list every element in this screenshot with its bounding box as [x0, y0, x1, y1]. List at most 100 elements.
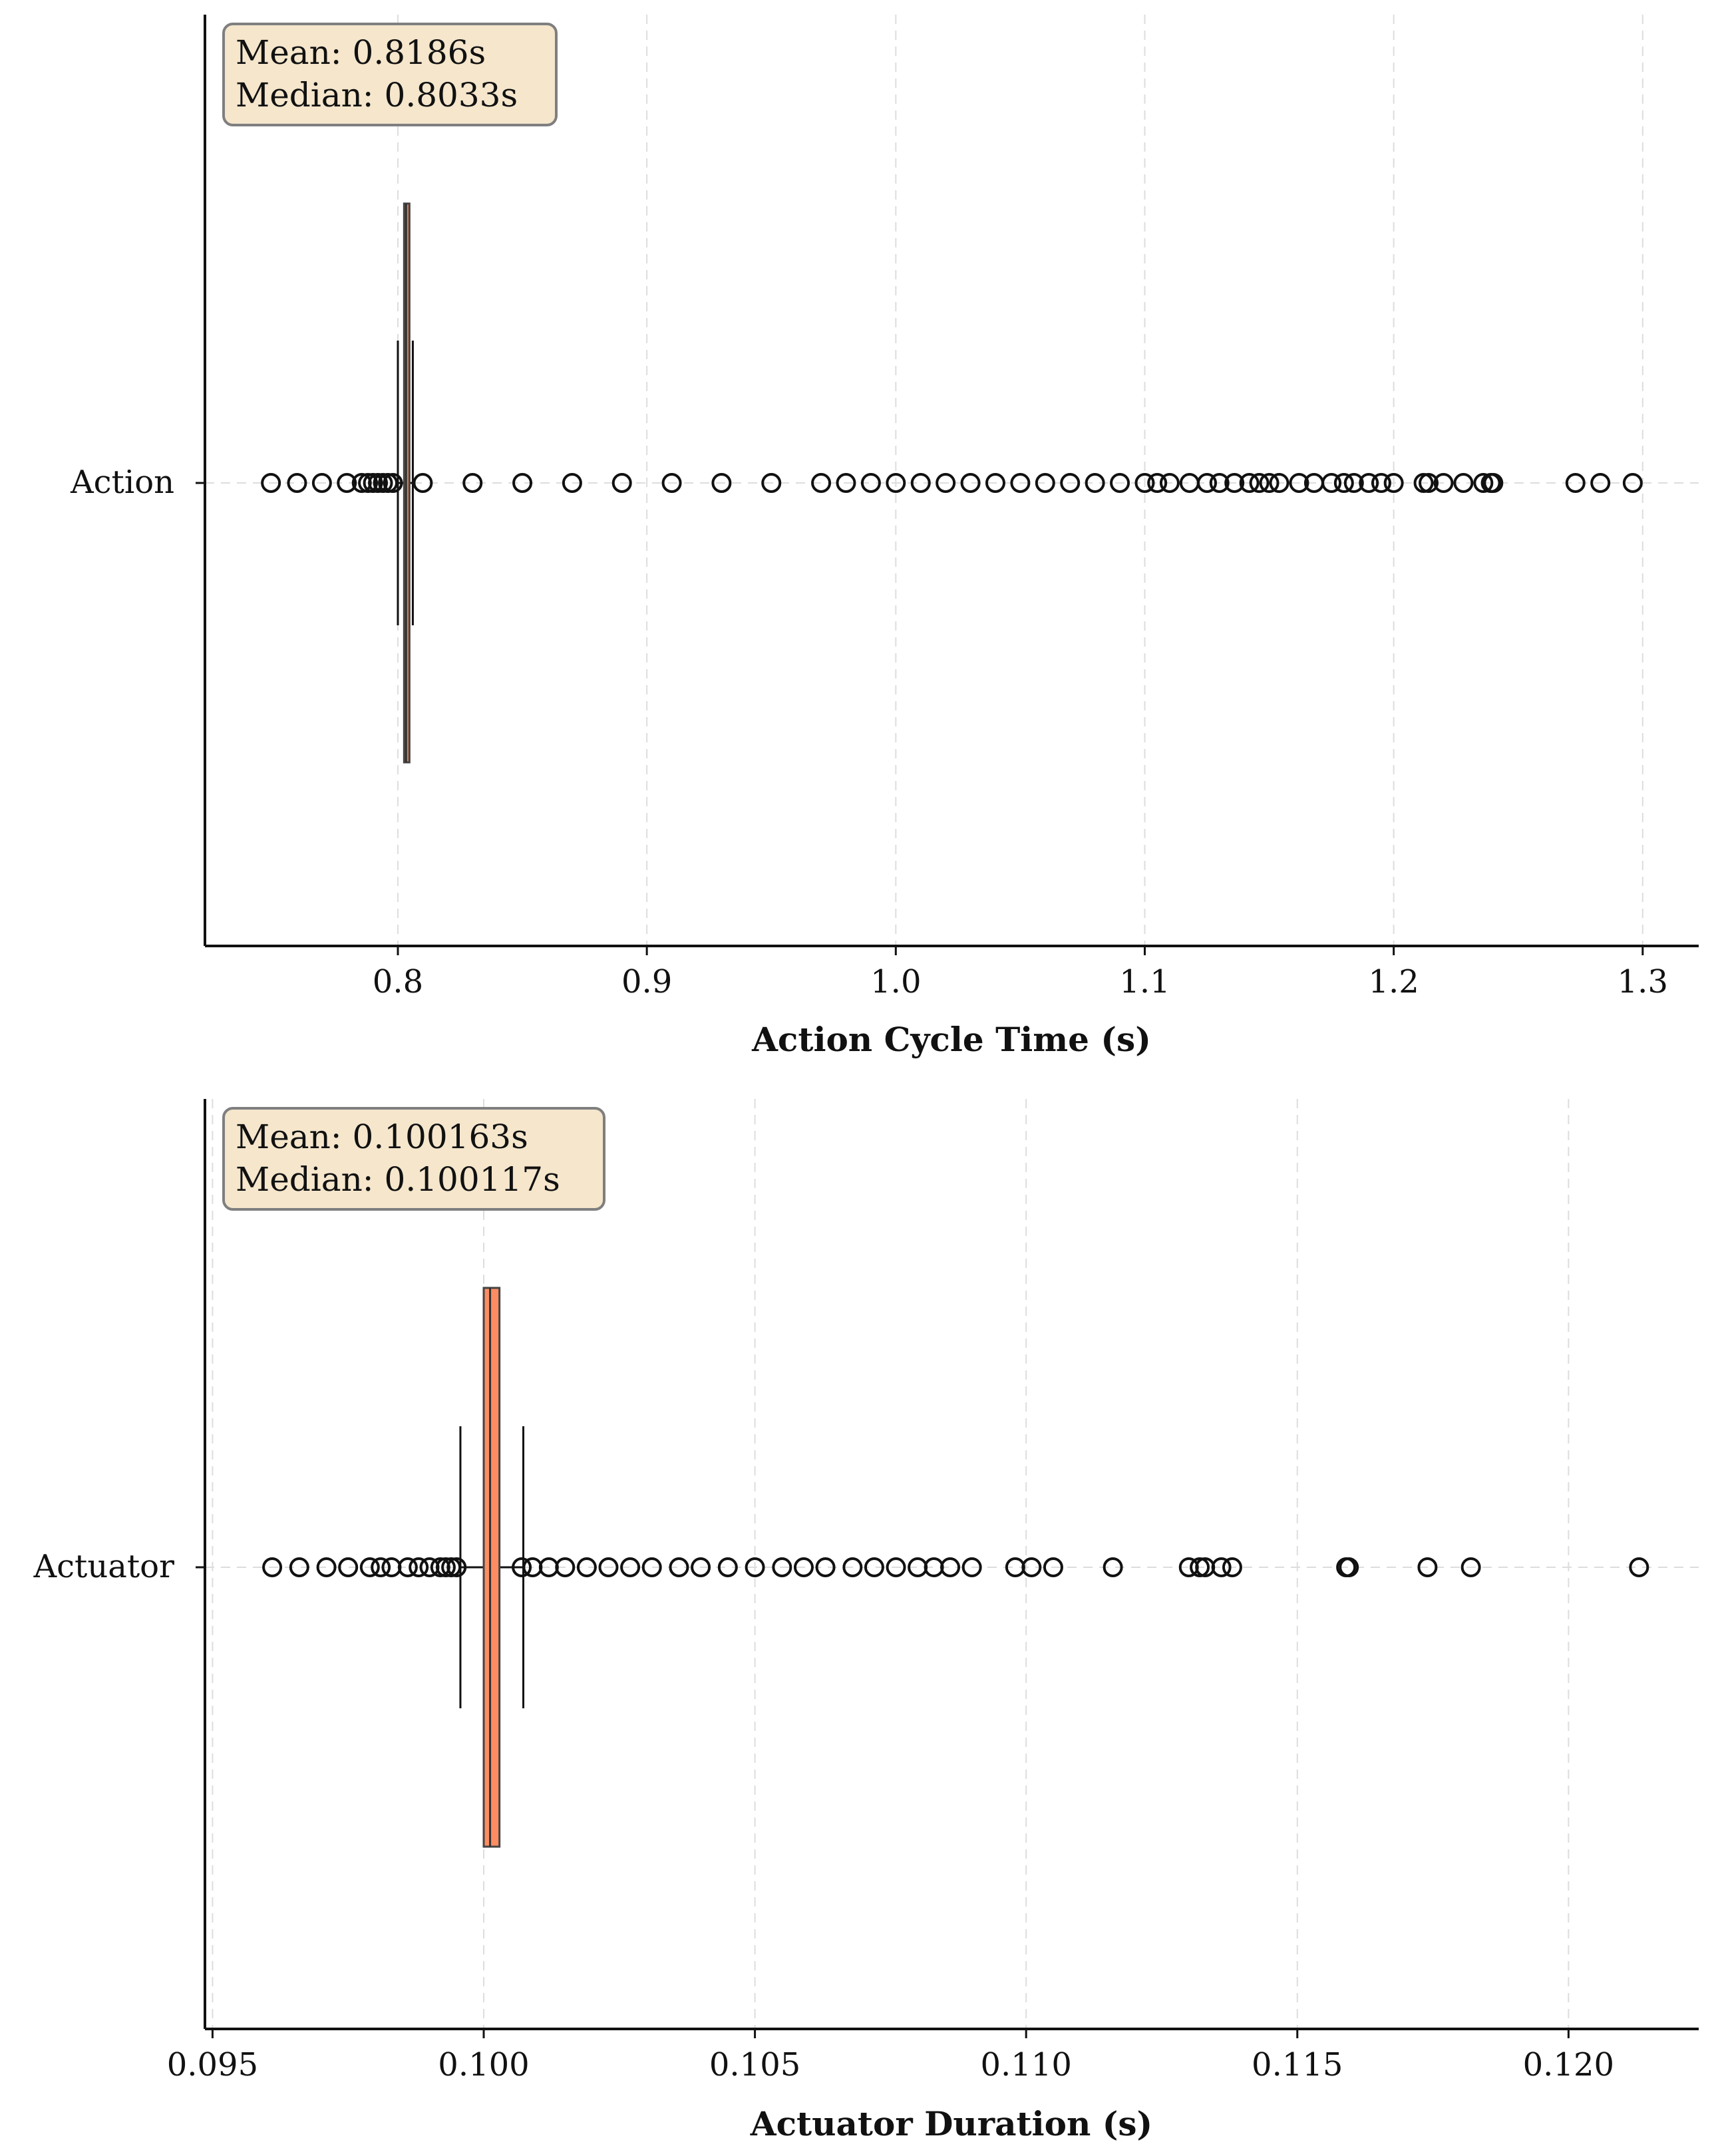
flier-point	[886, 473, 906, 493]
flier-point	[562, 473, 582, 493]
flier-point	[940, 1557, 961, 1577]
flier-point	[1085, 473, 1105, 493]
x-tick-label: 1.2	[1368, 963, 1419, 1001]
flier-point	[1629, 1557, 1649, 1577]
flier-point	[1197, 473, 1218, 493]
flier-point	[611, 473, 632, 493]
median-label: Median: 0.8033s	[236, 76, 518, 114]
flier-point	[441, 1557, 462, 1577]
flier-point	[864, 1557, 884, 1577]
flier-point	[287, 473, 307, 493]
flier-point	[886, 1557, 906, 1577]
flier-point	[910, 473, 931, 493]
mean-label: Mean: 0.8186s	[236, 33, 486, 72]
flier-point	[661, 473, 682, 493]
x-tick-label: 0.120	[1523, 2046, 1614, 2083]
flier-point	[512, 473, 533, 493]
x-tick-label: 0.095	[167, 2046, 258, 2083]
flier-point	[413, 473, 433, 493]
x-tick-label: 1.1	[1119, 963, 1170, 1001]
x-tick-label: 0.100	[438, 2046, 529, 2083]
x-tick-label: 1.3	[1618, 963, 1668, 1001]
flier-point	[1060, 473, 1081, 493]
flier-point	[745, 1557, 765, 1577]
flier-point	[1321, 473, 1342, 493]
flier-point	[711, 473, 732, 493]
x-axis-label: Actuator Duration (s)	[750, 2104, 1152, 2143]
flier-point	[446, 1557, 467, 1577]
flier-point	[368, 473, 389, 493]
flier-point	[1249, 473, 1270, 493]
flier-point	[717, 1557, 738, 1577]
flier-point	[1473, 473, 1494, 493]
flier-point	[1134, 473, 1155, 493]
flier-point	[815, 1557, 836, 1577]
flier-point	[1383, 473, 1404, 493]
flier-point	[363, 473, 383, 493]
flier-point	[1103, 1557, 1123, 1577]
x-axis-label: Action Cycle Time (s)	[751, 1020, 1151, 1059]
flier-point	[1190, 1557, 1210, 1577]
flier-point	[836, 473, 856, 493]
flier-point	[985, 473, 1005, 493]
flier-point	[1417, 1557, 1438, 1577]
flier-point	[1460, 1557, 1481, 1577]
flier-point	[289, 1557, 309, 1577]
flier-point	[261, 473, 281, 493]
flier-point	[1359, 473, 1379, 493]
flier-point	[1339, 1557, 1359, 1577]
flier-point	[1622, 473, 1643, 493]
chart-panel-actuator: 0.095 0.100 0.105 0.110 0.115 0.120 Actuator …	[33, 1099, 1699, 2143]
flier-point	[1043, 1557, 1063, 1577]
flier-point	[620, 1557, 641, 1577]
x-tick-label: 0.8	[373, 963, 423, 1001]
flier-point	[1224, 473, 1245, 493]
flier-point	[1565, 473, 1586, 493]
flier-point	[337, 473, 357, 493]
flier-point	[1590, 473, 1611, 493]
y-category-label: Action	[70, 464, 174, 501]
flier-point	[598, 1557, 619, 1577]
flier-point	[1159, 473, 1180, 493]
flier-point	[1222, 1557, 1242, 1577]
flier-point	[435, 1557, 456, 1577]
flier-point	[811, 473, 832, 493]
flier-point	[378, 473, 399, 493]
flier-point	[512, 1557, 532, 1577]
flier-point	[1010, 473, 1031, 493]
flier-point	[373, 473, 393, 493]
flier-point	[555, 1557, 576, 1577]
flier-point	[1483, 473, 1504, 493]
flier-point	[761, 473, 782, 493]
x-tick-label: 0.115	[1252, 2046, 1343, 2083]
flier-point	[1269, 473, 1289, 493]
flier-point	[960, 473, 981, 493]
box	[482, 1287, 501, 1848]
flier-point	[397, 1557, 418, 1577]
flier-point	[338, 1557, 359, 1577]
flier-point	[1433, 473, 1454, 493]
flier-point	[1453, 473, 1474, 493]
flier-point	[691, 1557, 711, 1577]
flier-point	[772, 1557, 792, 1577]
flier-point	[1371, 473, 1391, 493]
flier-point	[359, 1557, 380, 1577]
flier-point	[371, 1557, 391, 1577]
flier-point	[1333, 473, 1354, 493]
chart-panel-action: 0.8 0.9 1.0 1.1 1.2 1.3 Action Action Cycle T…	[70, 15, 1699, 1059]
flier-point	[1110, 473, 1130, 493]
x-tick-label: 0.110	[980, 2046, 1071, 2083]
flier-point	[1209, 473, 1230, 493]
flier-point	[1035, 473, 1055, 493]
flier-point	[383, 473, 403, 493]
flier-point	[462, 473, 483, 493]
flier-point	[860, 473, 881, 493]
flier-point	[669, 1557, 689, 1577]
x-tick-label: 1.0	[870, 963, 921, 1001]
flier-point	[1259, 473, 1280, 493]
stats-box: Mean: 0.8186s Median: 0.8033s	[222, 23, 558, 126]
flier-point	[311, 473, 332, 493]
stats-box: Mean: 0.100163s Median: 0.100117s	[222, 1107, 605, 1211]
flier-point	[409, 1557, 429, 1577]
